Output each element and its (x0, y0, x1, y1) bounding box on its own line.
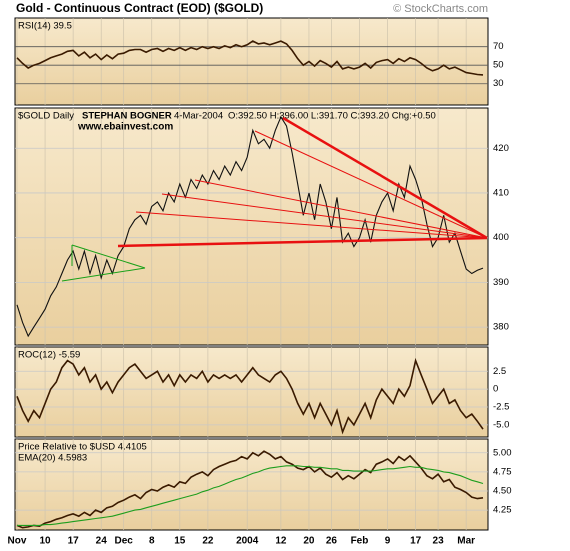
y-tick-label: 4.50 (493, 486, 512, 497)
y-tick-label: -2.5 (493, 402, 509, 413)
x-tick-label: 15 (174, 536, 186, 547)
series-line (16, 450, 484, 529)
y-tick-label: 2.5 (493, 366, 506, 377)
legend-entry: Price Relative to $USD 4.4105 (18, 442, 147, 453)
y-tick-label: -5.0 (493, 419, 509, 430)
series-line (17, 465, 484, 526)
annotation: STEPHAN BOGNER (82, 111, 172, 122)
x-tick-label: Dec (114, 536, 133, 547)
x-tick-label: 9 (385, 536, 391, 547)
annotation: 4-Mar-2004 (174, 111, 223, 122)
x-tick-label: 8 (149, 536, 155, 547)
series-line (16, 115, 484, 338)
panel-title: $GOLD Daily (18, 111, 74, 122)
panel-bg (14, 107, 489, 346)
series-line (16, 40, 484, 76)
x-tick-label: 26 (326, 536, 338, 547)
annotation: www.ebainvest.com (77, 122, 173, 133)
x-tick-label: 12 (275, 536, 287, 547)
y-tick-label: 410 (493, 187, 509, 198)
x-tick-label: 23 (433, 536, 445, 547)
legend-entry: EMA(20) 4.5983 (18, 453, 87, 464)
x-tick-label: Mar (457, 536, 475, 547)
y-tick-label: 5.00 (493, 447, 512, 458)
x-tick-label: Feb (351, 536, 369, 547)
panel-bg (14, 346, 489, 438)
y-tick-label: 400 (493, 232, 509, 243)
x-tick-label: 17 (68, 536, 80, 547)
panel-bg (14, 17, 489, 106)
annotation: O:392.50 H:396.00 L:391.70 C:393.20 Chg:… (228, 111, 436, 122)
x-tick-label: 10 (40, 536, 52, 547)
legend-entry: ROC(12) -5.59 (18, 350, 80, 361)
y-tick-label: 420 (493, 143, 509, 154)
source: © StockCharts.com (393, 3, 488, 15)
x-tick-label: 17 (410, 536, 422, 547)
x-tick-label: 20 (303, 536, 315, 547)
x-tick-label: 24 (96, 536, 108, 547)
series-line (16, 357, 484, 435)
y-tick-label: 70 (493, 41, 504, 52)
x-tick-label: 22 (202, 536, 214, 547)
page-title: Gold - Continuous Contract (EOD) ($GOLD) (16, 1, 263, 15)
y-tick-label: 0 (493, 384, 498, 395)
fan-lines (117, 116, 488, 248)
y-tick-label: 390 (493, 277, 509, 288)
y-tick-label: 30 (493, 78, 504, 89)
legend-entry: RSI(14) 39.5 (18, 21, 72, 32)
y-tick-label: 380 (493, 322, 509, 333)
y-tick-label: 4.25 (493, 505, 512, 516)
triangle (61, 244, 146, 282)
x-tick-label: Nov (8, 536, 27, 547)
y-tick-label: 50 (493, 60, 504, 71)
y-tick-label: 4.75 (493, 466, 512, 477)
x-tick-label: 2004 (236, 536, 259, 547)
